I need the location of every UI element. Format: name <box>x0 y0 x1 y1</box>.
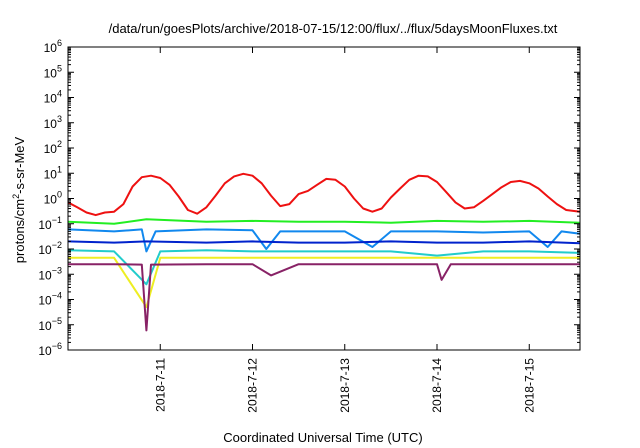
y-axis: 10−6 10−5 10−4 10−3 10−2 10−1 100 101 102 103 104 1… <box>38 38 580 358</box>
y-tick-label: 10−6 <box>38 341 62 358</box>
svg-text:protons/cm2-s-sr-MeV: protons/cm2-s-sr-MeV <box>11 136 27 263</box>
y-axis-label: protons/cm2-s-sr-MeV <box>11 136 27 263</box>
series-line-6 <box>68 256 580 309</box>
y-label-unit: -s-sr-MeV <box>12 136 27 193</box>
series-line-5 <box>67 249 581 286</box>
series-layer <box>67 172 581 332</box>
y-tick-label: 106 <box>44 38 62 55</box>
y-tick-label: 100 <box>44 190 62 207</box>
y-tick-label: 10−5 <box>38 316 62 333</box>
y-label-text: protons/cm <box>12 199 27 263</box>
x-axis-label: Coordinated Universal Time (UTC) <box>223 430 422 445</box>
x-axis: 2018-7-11 2018-7-12 2018-7-13 2018-7-14 2018… <box>153 47 536 413</box>
y-tick-label: 10−3 <box>38 265 62 282</box>
x-tick-label: 2018-7-14 <box>430 358 444 413</box>
x-tick-label: 2018-7-11 <box>153 358 167 412</box>
y-tick-label: 10−2 <box>38 240 62 257</box>
y-tick-label: 10−4 <box>38 291 62 308</box>
y-tick-label: 103 <box>44 114 62 131</box>
series-line-2 <box>67 218 581 225</box>
y-tick-label: 101 <box>44 164 62 181</box>
y-label-superscript: 2 <box>11 194 21 199</box>
series-line-7 <box>68 263 580 332</box>
x-tick-label: 2018-7-12 <box>246 358 260 413</box>
chart-title: /data/run/goesPlots/archive/2018-07-15/1… <box>109 21 558 36</box>
series-line-1 <box>67 172 581 217</box>
series-line-3 <box>67 228 581 253</box>
y-tick-label: 102 <box>44 139 62 156</box>
y-tick-label: 10−1 <box>38 215 62 232</box>
x-tick-label: 2018-7-13 <box>338 358 352 413</box>
y-tick-label: 105 <box>44 63 62 80</box>
y-tick-label: 104 <box>44 89 62 106</box>
x-tick-label: 2018-7-15 <box>522 358 536 413</box>
series-line-4 <box>67 240 581 245</box>
